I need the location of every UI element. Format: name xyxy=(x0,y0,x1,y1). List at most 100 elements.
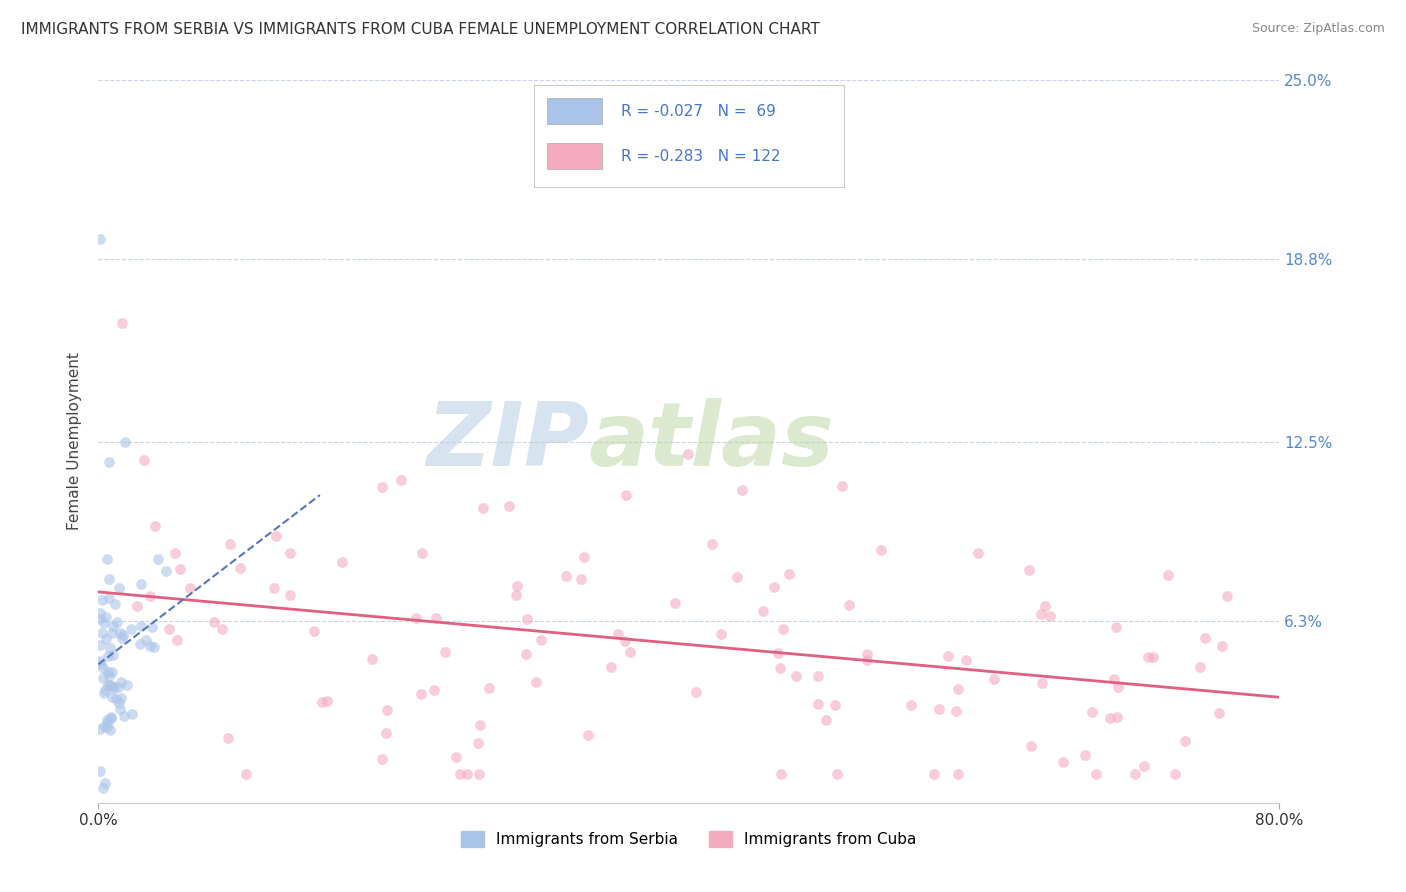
Point xyxy=(91,626,114,640)
Point xyxy=(377,702,399,716)
Y-axis label: Female Unemployment: Female Unemployment xyxy=(67,352,83,531)
Point xyxy=(129,576,152,591)
Point xyxy=(93,616,115,631)
Point xyxy=(1142,649,1164,664)
Point xyxy=(1018,563,1040,577)
Point xyxy=(91,593,114,607)
Point xyxy=(100,690,122,704)
Point xyxy=(98,591,121,606)
Point xyxy=(96,610,118,624)
Point xyxy=(235,767,257,781)
Point xyxy=(217,731,239,745)
Point xyxy=(97,649,120,664)
Point xyxy=(134,453,156,467)
Point xyxy=(107,696,129,710)
Point xyxy=(330,555,353,569)
Point xyxy=(146,552,169,566)
Point xyxy=(1211,640,1233,654)
Point xyxy=(422,683,444,698)
Point xyxy=(98,669,121,683)
Point xyxy=(278,588,301,602)
Point xyxy=(110,691,132,706)
Point xyxy=(1073,748,1095,763)
Point xyxy=(948,681,970,696)
Point xyxy=(900,698,922,712)
Point xyxy=(710,627,733,641)
Point xyxy=(105,691,128,706)
Point xyxy=(619,644,641,658)
Point xyxy=(166,632,188,647)
Point xyxy=(472,501,495,516)
Point xyxy=(1102,673,1125,687)
Point xyxy=(91,671,114,685)
Point xyxy=(411,546,433,560)
Point xyxy=(752,604,775,618)
Point xyxy=(121,706,143,721)
Point xyxy=(983,672,1005,686)
Point xyxy=(91,660,114,674)
Point xyxy=(139,639,162,653)
Point xyxy=(101,618,124,632)
Point xyxy=(468,767,491,781)
Point xyxy=(96,551,118,566)
Point xyxy=(90,657,112,672)
Point xyxy=(869,543,891,558)
Point xyxy=(1137,650,1160,665)
Point xyxy=(524,675,547,690)
Point xyxy=(1052,755,1074,769)
Point xyxy=(614,633,637,648)
Point xyxy=(111,627,134,641)
Point xyxy=(229,560,252,574)
Point xyxy=(97,665,120,679)
Point xyxy=(315,693,337,707)
Point xyxy=(515,647,537,661)
Point xyxy=(807,669,830,683)
Point xyxy=(763,581,786,595)
Point xyxy=(1188,659,1211,673)
Point xyxy=(1081,705,1104,719)
Point xyxy=(1105,620,1128,634)
Point xyxy=(389,474,412,488)
Point xyxy=(304,624,326,638)
Point xyxy=(103,648,125,662)
Point xyxy=(434,645,457,659)
Point xyxy=(163,545,186,559)
Point xyxy=(100,678,122,692)
Point xyxy=(98,640,121,655)
Point xyxy=(169,562,191,576)
Point xyxy=(97,678,120,692)
Point xyxy=(96,713,118,727)
Legend: Immigrants from Serbia, Immigrants from Cuba: Immigrants from Serbia, Immigrants from … xyxy=(456,825,922,853)
Point xyxy=(111,316,134,330)
Point xyxy=(778,567,800,582)
Point xyxy=(446,749,468,764)
Point xyxy=(1216,589,1239,603)
Point xyxy=(97,455,120,469)
Point xyxy=(1132,759,1154,773)
Point xyxy=(725,570,748,584)
Point xyxy=(838,599,860,613)
Point xyxy=(94,683,117,698)
Point xyxy=(409,687,432,701)
Point xyxy=(1208,706,1230,721)
Point xyxy=(94,632,117,646)
Point xyxy=(606,627,628,641)
Point xyxy=(676,447,699,461)
Point xyxy=(107,680,129,694)
Point xyxy=(685,684,707,698)
Point xyxy=(93,719,115,733)
Point xyxy=(856,647,879,661)
Point xyxy=(361,651,384,665)
Point xyxy=(405,611,427,625)
Point xyxy=(700,537,723,551)
Point xyxy=(89,654,111,668)
Point xyxy=(1157,568,1180,582)
Point xyxy=(855,653,877,667)
Point xyxy=(766,647,789,661)
Point xyxy=(785,669,807,683)
Point xyxy=(107,581,129,595)
Point xyxy=(769,767,792,781)
Point xyxy=(1029,607,1052,621)
Point xyxy=(572,549,595,564)
Point xyxy=(967,546,990,560)
